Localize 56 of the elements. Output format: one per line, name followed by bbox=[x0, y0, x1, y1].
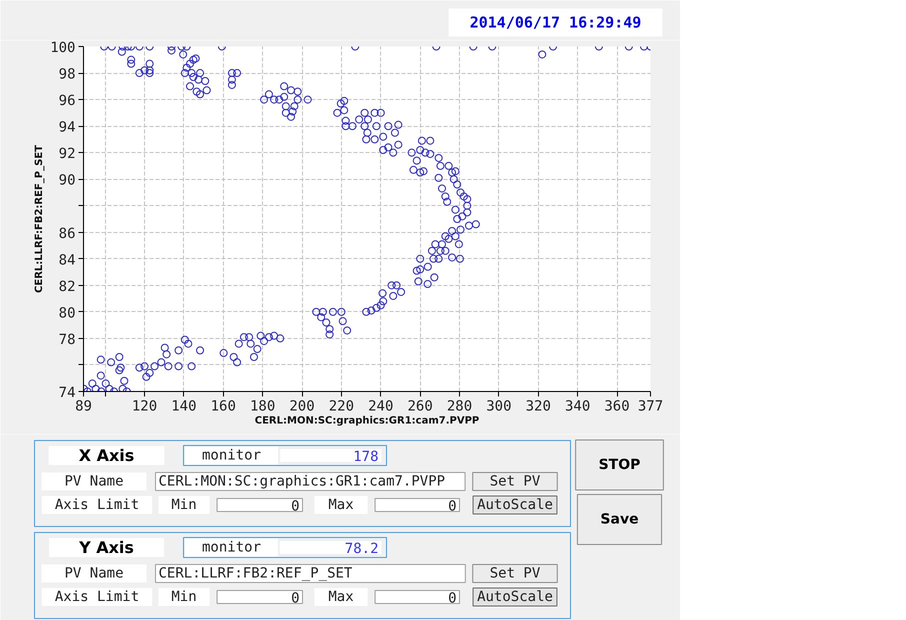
x-tick-label: 220 bbox=[328, 398, 354, 414]
text: STOP bbox=[598, 457, 640, 473]
x-tick-label: 120 bbox=[132, 398, 158, 414]
text: Axis Limit bbox=[54, 589, 140, 605]
y-axis-title: CERL:LLRF:FB2:REF_P_SET bbox=[34, 144, 46, 293]
x-tick-label: 340 bbox=[565, 398, 590, 414]
y-tick-label: 90 bbox=[58, 172, 76, 189]
text: X Axis bbox=[78, 446, 134, 465]
x-tick-label: 160 bbox=[210, 398, 236, 414]
text: 2014/06/17 16:29:49 bbox=[470, 14, 642, 32]
y-tick-label: 98 bbox=[58, 66, 76, 83]
y-tick-label: 78 bbox=[58, 332, 76, 348]
x-axis-title: CERL:MON:SC:graphics:GR1:cam7.PVPP bbox=[254, 416, 480, 426]
text: 78.2 bbox=[344, 541, 379, 557]
x-tick-label: 360 bbox=[604, 398, 630, 414]
text: AutoScale bbox=[477, 589, 553, 605]
text: PV Name bbox=[64, 474, 124, 490]
text: CERL:LLRF:FB2:REF_P_SET bbox=[158, 566, 353, 582]
y-tick-label: 84 bbox=[58, 252, 76, 268]
text: PV Name bbox=[64, 566, 124, 582]
x-tick-label: 260 bbox=[408, 398, 433, 414]
text: Min bbox=[171, 497, 197, 513]
x-tick-label: 180 bbox=[250, 398, 276, 414]
x-tick-label: 300 bbox=[486, 398, 512, 414]
text: Y Axis bbox=[78, 538, 134, 557]
text: CERL:MON:SC:graphics:GR1:cam7.PVPP bbox=[158, 474, 446, 490]
x-tick-label: 200 bbox=[289, 398, 315, 414]
x-tick-label: 140 bbox=[171, 398, 197, 414]
y-tick-label: 96 bbox=[58, 93, 76, 110]
x-tick-label: 240 bbox=[368, 398, 394, 414]
y-tick-label: 94 bbox=[58, 120, 76, 136]
y-tick-label: 80 bbox=[58, 305, 76, 322]
text: 0 bbox=[448, 590, 457, 606]
y-tick-label: 82 bbox=[58, 278, 76, 295]
y-tick-label: 100 bbox=[50, 40, 76, 56]
y-tick-label: 74 bbox=[58, 385, 76, 401]
text: Max bbox=[328, 497, 354, 513]
text: Axis Limit bbox=[54, 497, 140, 513]
text: AutoScale bbox=[477, 497, 553, 513]
text: Set PV bbox=[490, 566, 541, 582]
text: 0 bbox=[448, 498, 457, 514]
text: Save bbox=[600, 512, 639, 528]
text: Max bbox=[328, 589, 354, 605]
x-tick-label: 89 bbox=[75, 398, 92, 414]
text: monitor bbox=[202, 448, 262, 464]
text: monitor bbox=[202, 540, 262, 556]
text: Min bbox=[171, 589, 197, 605]
text: 0 bbox=[291, 498, 300, 514]
y-tick-label: 92 bbox=[58, 146, 76, 162]
text: Set PV bbox=[490, 474, 541, 490]
x-tick-label: 320 bbox=[526, 398, 551, 414]
text: 178 bbox=[353, 449, 379, 465]
text: 0 bbox=[291, 590, 300, 606]
x-tick-label: 280 bbox=[446, 398, 472, 414]
x-tick-label: 377 bbox=[638, 398, 664, 414]
y-tick-label: 86 bbox=[58, 226, 76, 242]
